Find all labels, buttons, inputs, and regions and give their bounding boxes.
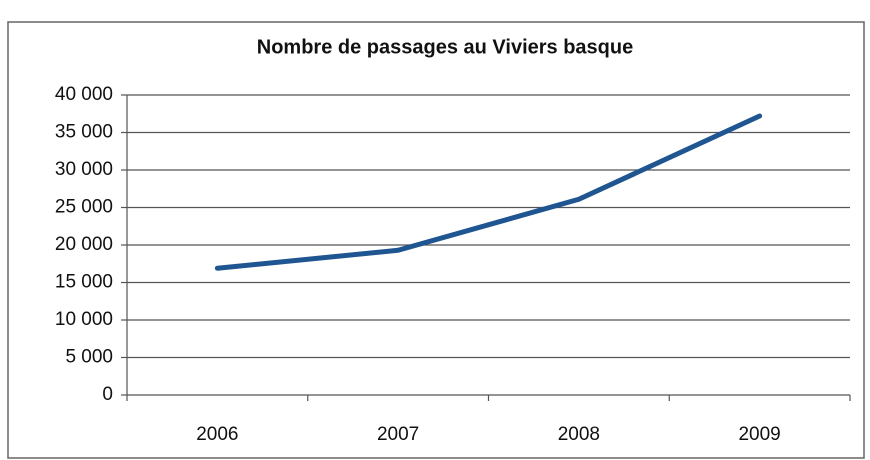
y-tick-label: 35 000 (55, 122, 113, 143)
data-line (214, 113, 763, 271)
chart-title: Nombre de passages au Viviers basque (257, 36, 633, 58)
y-tick-label: 40 000 (55, 84, 113, 105)
y-tick-label: 25 000 (55, 197, 113, 218)
x-tick-label: 2007 (377, 424, 419, 445)
y-tick-label: 0 (102, 384, 113, 405)
x-tick-label: 2009 (738, 424, 780, 445)
y-tick-label: 15 000 (55, 272, 113, 293)
x-tick-label: 2008 (558, 424, 600, 445)
y-tick-label: 5 000 (65, 347, 113, 368)
y-tick-label: 10 000 (55, 309, 113, 330)
y-tick-label: 30 000 (55, 159, 113, 180)
y-tick-label: 20 000 (55, 234, 113, 255)
x-tick-label: 2006 (196, 424, 238, 445)
